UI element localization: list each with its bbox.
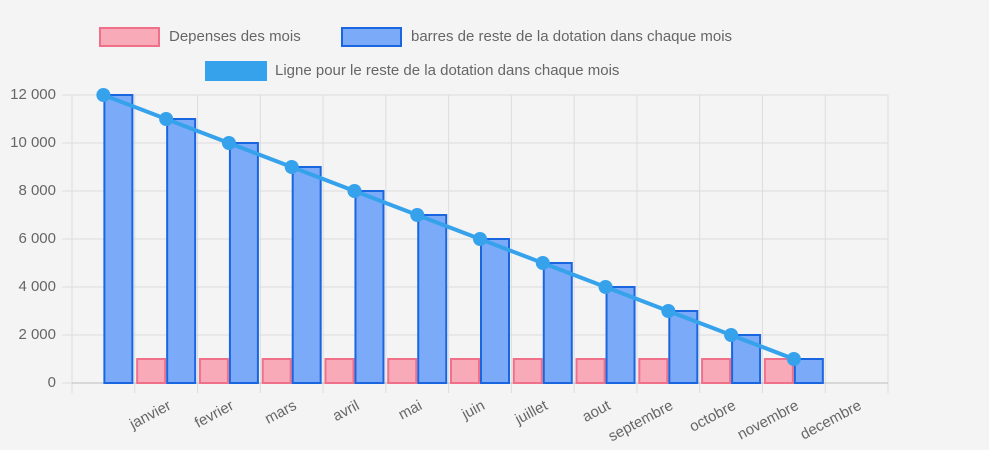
y-tick-label: 2 000	[18, 326, 56, 343]
legend-label: Depenses des mois	[169, 28, 301, 45]
x-tick-label: mai	[396, 397, 425, 423]
bar	[103, 94, 134, 384]
bar	[136, 358, 167, 384]
bar	[701, 358, 732, 384]
x-tick-label: decembre	[797, 397, 864, 443]
bar	[387, 358, 418, 384]
y-tick-label: 4 000	[18, 278, 56, 295]
legend-swatch	[341, 27, 402, 47]
legend-label: Ligne pour le reste de la dotation dans …	[275, 62, 619, 79]
line	[102, 93, 795, 361]
x-tick-label: avril	[330, 397, 362, 425]
x-tick-label: juin	[458, 397, 487, 423]
line-point	[410, 208, 425, 222]
y-tick-label: 6 000	[18, 230, 56, 247]
bar	[261, 358, 292, 384]
x-tick-label: juillet	[511, 397, 551, 429]
bar	[291, 166, 322, 384]
bar	[605, 286, 636, 384]
y-tick-label: 10 000	[10, 134, 56, 151]
bar	[638, 358, 669, 384]
legend-swatch	[99, 27, 160, 47]
bar	[324, 358, 355, 384]
y-tick-label: 8 000	[18, 182, 56, 199]
bar	[512, 358, 543, 384]
bar	[480, 238, 510, 384]
line-point	[661, 304, 676, 318]
line-point	[96, 88, 111, 102]
x-tick-label: novembre	[735, 397, 802, 443]
line-point	[724, 328, 739, 342]
legend-item: Ligne pour le reste de la dotation dans …	[205, 61, 619, 81]
bar	[575, 358, 606, 384]
line-point	[598, 280, 613, 294]
legend-label: barres de reste de la dotation dans chaq…	[411, 28, 732, 45]
bar	[668, 310, 699, 384]
x-tick-label: janvier	[126, 397, 174, 433]
line-point	[786, 352, 801, 366]
bar	[542, 262, 573, 384]
x-tick-label: fevrier	[192, 397, 237, 432]
line-point	[221, 136, 236, 150]
line-point	[284, 160, 299, 174]
bar	[417, 214, 448, 384]
legend-item: Depenses des mois	[99, 27, 301, 47]
x-tick-label: octobre	[687, 397, 739, 436]
legend-swatch	[205, 61, 267, 81]
legend-item: barres de reste de la dotation dans chaq…	[341, 27, 732, 47]
line-point	[473, 232, 487, 246]
line-point	[347, 184, 362, 198]
line-point	[535, 256, 550, 270]
bar	[450, 358, 480, 384]
bar	[198, 358, 229, 384]
x-tick-label: septembre	[605, 397, 676, 445]
bar	[354, 190, 385, 384]
y-tick-label: 0	[48, 374, 56, 391]
bar	[228, 142, 259, 384]
bar	[166, 118, 197, 384]
x-tick-label: aout	[580, 397, 614, 426]
bar	[793, 358, 824, 384]
x-tick-label: mars	[262, 397, 299, 428]
y-tick-label: 12 000	[10, 86, 56, 103]
line-point	[159, 112, 174, 126]
